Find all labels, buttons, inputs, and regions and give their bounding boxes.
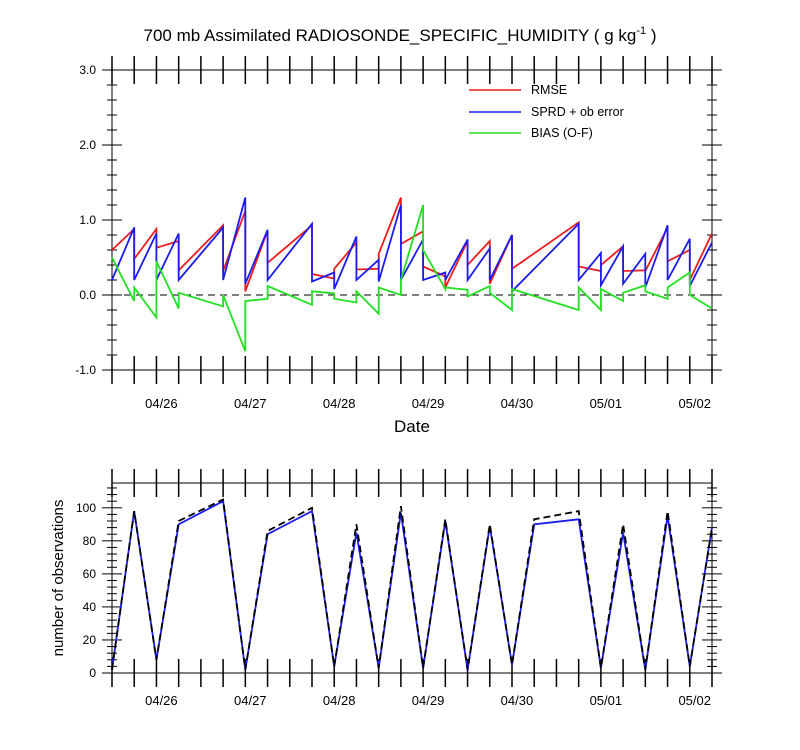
rmse-x-tick-label: 04/30 xyxy=(501,396,534,411)
rmse-series-bias-o-f xyxy=(111,204,713,352)
obs-x-tick-label: 04/28 xyxy=(323,693,356,708)
obs-x-tick-label: 04/27 xyxy=(234,693,267,708)
rmse-x-tick-label: 04/28 xyxy=(323,396,356,411)
observations-panel: 0 20 40 60 80 100 04/26 04/27 04/28 04/29 04/30 05… xyxy=(50,469,722,708)
obs-series-possible xyxy=(111,498,713,670)
rmse-y-tick-label: 0.0 xyxy=(79,288,96,302)
rmse-y-tick-labels: -1.0 0.0 1.0 2.0 3.0 xyxy=(75,63,96,377)
legend-label-sprd: SPRD + ob error xyxy=(531,105,624,119)
rmse-x-tick-label: 05/02 xyxy=(678,396,711,411)
obs-x-tick-label: 04/30 xyxy=(501,693,534,708)
y-axis-label-observations: number of observations xyxy=(50,500,67,657)
legend-label-rmse: RMSE xyxy=(531,83,567,97)
chart-title-end: ) xyxy=(646,26,656,45)
rmse-series-sprd-ob-error xyxy=(111,197,713,294)
obs-y-tick-label: 40 xyxy=(83,600,97,614)
obs-x-tick-label: 05/01 xyxy=(590,693,623,708)
rmse-x-tick-labels: 04/26 04/27 04/28 04/29 04/30 05/01 05/02 xyxy=(145,396,711,411)
observations-series xyxy=(111,498,713,670)
rmse-y-tick-label: 2.0 xyxy=(79,138,96,152)
observations-plot-frame xyxy=(111,482,713,674)
obs-y-tick-label: 0 xyxy=(89,666,96,680)
obs-y-tick-label: 80 xyxy=(83,534,97,548)
rmse-x-tick-label: 04/26 xyxy=(145,396,178,411)
x-axis-label: Date xyxy=(394,417,430,436)
chart-title-main: 700 mb Assimilated RADIOSONDE_SPECIFIC_H… xyxy=(144,26,637,45)
obs-x-tick-label: 04/29 xyxy=(412,693,445,708)
obs-y-tick-label: 100 xyxy=(76,501,96,515)
rmse-y-tick-label: 3.0 xyxy=(79,63,96,77)
rmse-x-tick-label: 04/27 xyxy=(234,396,267,411)
observations-y-tick-labels: 0 20 40 60 80 100 xyxy=(76,501,96,680)
obs-series-assimilated xyxy=(111,499,713,670)
obs-y-tick-label: 60 xyxy=(83,567,97,581)
rmse-series xyxy=(111,197,713,352)
rmse-panel: -1.00.01.02.03.0 04/26 04/27 04/28 04/29 04/… xyxy=(75,56,722,436)
observations-x-tick-labels: 04/26 04/27 04/28 04/29 04/30 05/01 05/02 xyxy=(145,693,711,708)
legend-label-bias: BIAS (O-F) xyxy=(531,126,593,140)
obs-y-tick-label: 20 xyxy=(83,633,97,647)
rmse-y-tick-label: 1.0 xyxy=(79,213,96,227)
rmse-ticks xyxy=(102,56,722,384)
obs-x-tick-label: 04/26 xyxy=(145,693,178,708)
observations-ticks xyxy=(102,469,722,687)
rmse-x-tick-label: 04/29 xyxy=(412,396,445,411)
chart-title: 700 mb Assimilated RADIOSONDE_SPECIFIC_H… xyxy=(144,25,657,45)
obs-x-tick-label: 05/02 xyxy=(678,693,711,708)
legend: RMSE SPRD + ob error BIAS (O-F) xyxy=(469,83,624,140)
chart-title-superscript: -1 xyxy=(636,25,646,37)
rmse-y-tick-label: -1.0 xyxy=(75,363,96,377)
rmse-x-tick-label: 05/01 xyxy=(590,396,623,411)
